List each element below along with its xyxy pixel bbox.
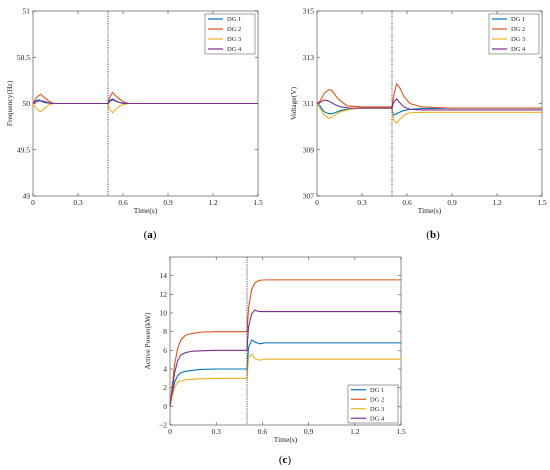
series-line-dg1: [169, 339, 401, 407]
legend: DG 1 DG 2 DG 3 DG 4: [204, 13, 256, 55]
y-tick-label: 50: [23, 99, 31, 108]
x-tick-label: 0.6: [258, 427, 268, 436]
y-tick-label: 49: [23, 192, 31, 201]
legend-label: DG 1: [511, 16, 525, 23]
x-tick-label: 1.2: [208, 198, 218, 207]
x-tick-label: 0.9: [304, 427, 314, 436]
series-line-dg3: [169, 353, 401, 407]
y-tick-label: 315: [303, 7, 315, 16]
y-tick-label: 309: [303, 145, 315, 154]
y-tick-label: 313: [303, 53, 315, 62]
y-tick-label: 50.5: [17, 53, 30, 62]
legend-box: [488, 13, 540, 55]
panel-label-b: (b): [426, 229, 440, 241]
x-axis-label: Time(s): [134, 206, 158, 215]
y-tick-label: −2: [159, 421, 167, 430]
x-tick-label: 0.3: [73, 198, 83, 207]
y-tick-label: 311: [303, 99, 314, 108]
y-tick-label: 8: [163, 327, 167, 336]
x-tick-label: 1.5: [253, 198, 263, 207]
x-tick-label: 0: [168, 427, 172, 436]
legend-label: DG 2: [227, 26, 241, 33]
legend-label: DG 1: [370, 387, 384, 394]
y-tick-label: 51: [23, 7, 31, 16]
chart-a: 0 0.3 0.6 0.9 1.2 1.5 49 49.5 50 50.5 51 Time(s) Fre…: [5, 7, 263, 216]
panel-label-c: (c): [279, 454, 292, 466]
y-tick-label: 2: [163, 383, 167, 392]
x-tick-label: 0: [31, 198, 35, 207]
y-axis-label: Voltage(V): [289, 86, 298, 120]
legend-label: DG 3: [511, 36, 525, 43]
legend-label: DG 4: [511, 46, 526, 53]
y-axis-label: Active Power(kW): [143, 312, 152, 369]
y-tick-label: 6: [163, 346, 167, 355]
legend: DG 1 DG 2 DG 3 DG 4: [347, 384, 399, 424]
y-tick-label: 4: [163, 365, 167, 374]
chart-b: 0 0.3 0.6 0.9 1.2 1.5 307 309 311 313 315 Time(s) Vo…: [289, 7, 547, 216]
x-axis-label: Time(s): [418, 206, 442, 215]
x-tick-label: 1.5: [537, 198, 547, 207]
legend-label: DG 4: [370, 415, 385, 422]
y-tick-label: 10: [160, 309, 168, 318]
x-tick-label: 1.2: [350, 427, 360, 436]
legend-box: [204, 13, 256, 55]
legend-label: DG 2: [370, 396, 384, 403]
y-tick-label: 49.5: [17, 145, 30, 154]
x-tick-label: 0.6: [118, 198, 128, 207]
series-line-dg2: [169, 279, 401, 407]
x-tick-label: 0.6: [402, 198, 412, 207]
x-tick-label: 0.3: [357, 198, 367, 207]
legend: DG 1 DG 2 DG 3 DG 4: [488, 13, 540, 55]
series-line-dg4: [32, 99, 258, 105]
y-tick-label: 12: [160, 290, 168, 299]
chart-c: 0 0.3 0.6 0.9 1.2 1.5−202468101214Time(s)Acti…: [143, 256, 406, 444]
x-tick-label: 0.9: [447, 198, 457, 207]
x-tick-label: 0: [315, 198, 319, 207]
y-axis-label: Frequency(Hz): [5, 80, 14, 126]
x-tick-label: 1.5: [396, 427, 406, 436]
legend-label: DG 3: [370, 406, 384, 413]
x-tick-label: 1.2: [492, 198, 502, 207]
y-tick-label: 307: [303, 192, 315, 201]
y-tick-label: 0: [163, 402, 167, 411]
x-tick-label: 0.9: [163, 198, 173, 207]
y-tick-label: 14: [160, 271, 168, 280]
legend-label: DG 1: [227, 16, 241, 23]
legend-label: DG 4: [227, 46, 242, 53]
legend-label: DG 3: [227, 36, 241, 43]
panel-label-a: (a): [144, 229, 157, 241]
legend-label: DG 2: [511, 26, 525, 33]
series-line-dg4: [169, 309, 401, 407]
legend-box: [347, 384, 399, 424]
x-tick-label: 0.3: [212, 427, 222, 436]
x-axis-label: Time(s): [274, 435, 298, 444]
